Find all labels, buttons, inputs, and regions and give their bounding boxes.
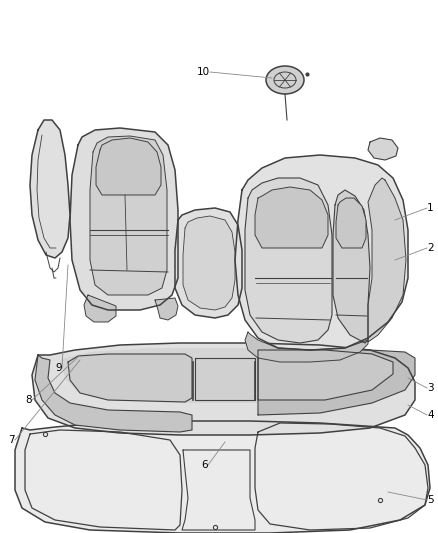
Polygon shape bbox=[32, 343, 415, 435]
Polygon shape bbox=[368, 178, 406, 342]
Polygon shape bbox=[30, 120, 70, 258]
Polygon shape bbox=[68, 354, 192, 402]
Polygon shape bbox=[245, 332, 368, 362]
Polygon shape bbox=[255, 187, 328, 248]
Polygon shape bbox=[195, 358, 255, 400]
Polygon shape bbox=[183, 216, 235, 310]
Polygon shape bbox=[155, 298, 178, 320]
Polygon shape bbox=[245, 178, 332, 343]
Polygon shape bbox=[90, 136, 167, 295]
Text: 9: 9 bbox=[55, 363, 62, 373]
Ellipse shape bbox=[266, 66, 304, 94]
Text: 1: 1 bbox=[427, 203, 434, 213]
Text: 7: 7 bbox=[8, 435, 15, 445]
Text: 8: 8 bbox=[25, 395, 32, 405]
Polygon shape bbox=[336, 198, 366, 248]
Polygon shape bbox=[258, 350, 415, 415]
Polygon shape bbox=[84, 295, 116, 322]
Text: 6: 6 bbox=[201, 460, 208, 470]
Polygon shape bbox=[258, 350, 393, 400]
Text: 5: 5 bbox=[427, 495, 434, 505]
Text: 2: 2 bbox=[427, 243, 434, 253]
Polygon shape bbox=[175, 208, 242, 318]
Polygon shape bbox=[96, 138, 161, 195]
Text: 10: 10 bbox=[197, 67, 210, 77]
Polygon shape bbox=[368, 138, 398, 160]
Polygon shape bbox=[35, 355, 192, 432]
Polygon shape bbox=[15, 421, 430, 533]
Polygon shape bbox=[70, 128, 178, 310]
Text: 4: 4 bbox=[427, 410, 434, 420]
Polygon shape bbox=[333, 190, 370, 343]
Polygon shape bbox=[60, 348, 398, 403]
Polygon shape bbox=[235, 155, 408, 350]
Text: 3: 3 bbox=[427, 383, 434, 393]
